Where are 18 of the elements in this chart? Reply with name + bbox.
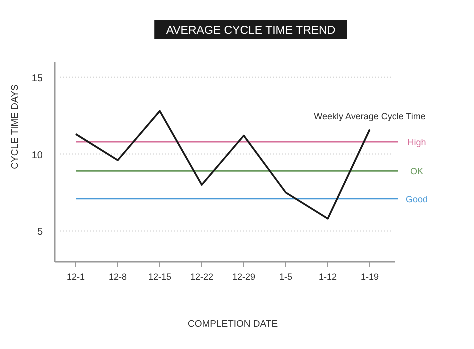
y-tick-label: 5	[37, 227, 44, 238]
ref-line-label: OK	[410, 166, 424, 177]
x-tick-label: 12-1	[66, 272, 86, 282]
x-axis-title: COMPLETION DATE	[188, 319, 278, 330]
x-tick-label: 12-22	[190, 272, 214, 282]
y-tick-label: 15	[32, 73, 44, 84]
x-tick-label: 1-12	[318, 272, 338, 282]
ref-line-label: Good	[406, 194, 428, 204]
x-tick-label: 12-8	[108, 272, 128, 282]
ref-line-label: High	[408, 138, 426, 148]
y-tick-label: 10	[32, 150, 44, 162]
series-label: Weekly Average Cycle Time	[314, 112, 426, 122]
y-axis-title: CYCLE TIME DAYS	[10, 84, 21, 170]
x-tick-label: 12-15	[148, 272, 172, 282]
chart-title: AVERAGE CYCLE TIME TREND	[166, 25, 336, 37]
x-tick-label: 1-5	[279, 272, 293, 282]
x-tick-label: 12-29	[232, 272, 256, 282]
x-tick-label: 1-19	[360, 272, 380, 282]
